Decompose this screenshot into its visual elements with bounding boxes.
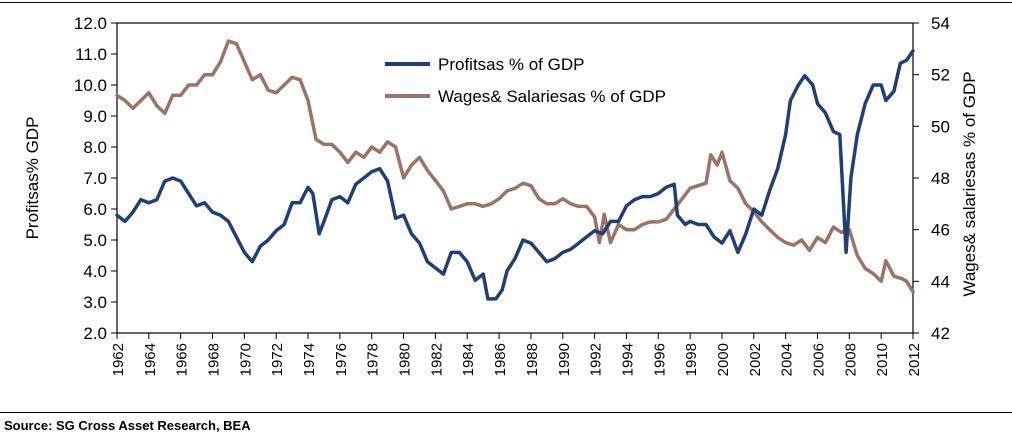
left-axis-title: Profitsas% GDP <box>23 117 42 240</box>
left-tick-label: 11.0 <box>75 45 107 64</box>
right-axis-title: Wages& salariesas % of GDP <box>960 71 979 296</box>
x-tick-label: 1986 <box>492 343 509 376</box>
left-tick-label: 4.0 <box>83 262 107 281</box>
x-tick-label: 1972 <box>269 343 286 376</box>
x-tick-label: 1984 <box>460 343 477 376</box>
legend-label-wages: Wages& Salariesas % of GDP <box>438 87 666 106</box>
right-tick-label: 44 <box>931 272 950 291</box>
x-tick-label: 1996 <box>651 343 668 376</box>
x-tick-label: 2006 <box>810 343 827 376</box>
x-tick-label: 1990 <box>556 343 573 376</box>
x-tick-label: 2012 <box>906 343 923 376</box>
x-tick-label: 2004 <box>779 343 796 376</box>
right-tick-label: 52 <box>931 66 950 85</box>
wages-series-line <box>115 39 915 294</box>
x-tick-label: 1962 <box>110 343 127 376</box>
x-tick-label: 2008 <box>842 343 859 376</box>
x-tick-label: 1982 <box>428 343 445 376</box>
left-tick-label: 10.0 <box>74 76 107 95</box>
x-tick-label: 2002 <box>747 343 764 376</box>
bottom-rule <box>0 412 1012 413</box>
x-tick-label: 1976 <box>333 343 350 376</box>
x-tick-label: 1980 <box>397 343 414 376</box>
x-tick-label: 1998 <box>683 343 700 376</box>
x-tick-label: 2000 <box>715 343 732 376</box>
x-tick-label: 1988 <box>524 343 541 376</box>
profits-series-line <box>115 49 915 301</box>
left-tick-label: 12.0 <box>74 14 107 33</box>
right-tick-label: 48 <box>931 169 950 188</box>
legend-label-profits: Profitsas % of GDP <box>438 55 584 74</box>
x-tick-label: 2010 <box>874 343 891 376</box>
right-tick-label: 54 <box>931 14 950 33</box>
x-tick-label: 1968 <box>206 343 223 376</box>
line-chart: 2.0 3.0 4.0 5.0 6.0 7.0 8.0 9.0 10.0 11.0 12.0 42 44… <box>23 14 979 376</box>
x-tick-label: 1994 <box>619 343 636 376</box>
left-tick-label: 8.0 <box>83 138 107 157</box>
left-tick-label: 3.0 <box>83 293 107 312</box>
left-tick-label: 7.0 <box>83 169 107 188</box>
left-tick-label: 9.0 <box>83 107 107 126</box>
left-tick-label: 6.0 <box>83 200 107 219</box>
x-tick-label: 1970 <box>237 343 254 376</box>
right-tick-label: 42 <box>931 324 950 343</box>
x-tick-label: 1978 <box>365 343 382 376</box>
top-rule <box>0 2 1012 3</box>
x-tick-label: 1966 <box>174 343 191 376</box>
right-tick-label: 46 <box>931 221 950 240</box>
right-tick-label: 50 <box>931 117 950 136</box>
x-tick-label: 1964 <box>142 343 159 376</box>
left-tick-label: 2.0 <box>83 324 107 343</box>
left-tick-label: 5.0 <box>83 231 107 250</box>
x-tick-label: 1974 <box>301 343 318 376</box>
source-note: Source: SG Cross Asset Research, BEA <box>4 418 251 433</box>
x-tick-label: 1992 <box>588 343 605 376</box>
